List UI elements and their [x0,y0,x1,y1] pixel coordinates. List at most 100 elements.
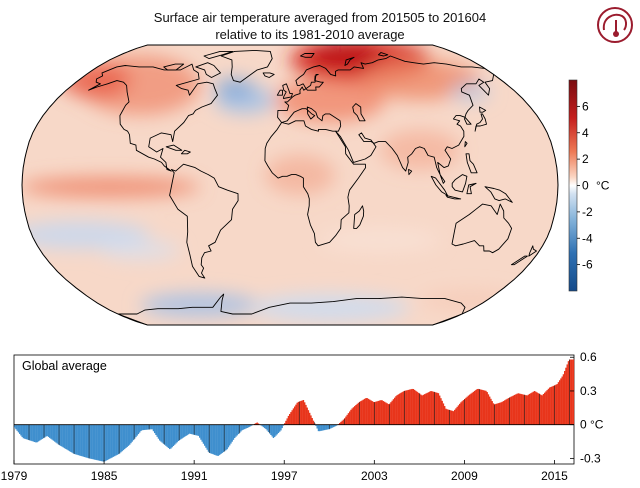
monthly-bar [101,424,103,462]
monthly-bar [82,424,85,457]
monthly-bar [256,422,258,425]
monthly-bar [360,401,362,425]
monthly-bar [129,424,131,445]
monthly-bar [239,424,241,433]
monthly-bar [327,424,330,430]
monthly-bar [419,393,421,425]
monthly-bar [262,424,265,428]
monthly-bar [176,424,178,443]
monthly-bar [227,424,230,448]
monthly-bar [211,424,213,454]
monthly-bar [17,424,20,433]
monthly-bar [387,404,390,425]
monthly-bar [412,388,415,425]
monthly-bar [185,424,187,436]
monthly-bar [397,394,400,425]
monthly-bar [250,424,252,427]
monthly-bar [442,403,445,425]
monthly-bar [417,392,420,425]
monthly-bar [196,424,198,436]
monthly-bar [552,385,555,425]
monthly-bar [299,401,301,425]
monthly-bar [67,424,70,451]
monthly-bar [230,424,232,444]
monthly-bar [77,424,80,456]
chart-title: Global average [22,359,107,373]
monthly-bar [170,424,172,449]
coastline-new-guinea [484,186,513,203]
monthly-bar [506,398,508,425]
monthly-bar [292,408,295,425]
monthly-bar [544,392,546,425]
monthly-bar [407,389,410,425]
monthly-bar [159,424,161,441]
monthly-bar [139,424,141,433]
monthly-bar [219,424,221,455]
coastlines [88,49,537,325]
x-tick-label: 2003 [361,469,388,483]
monthly-bar [96,424,98,461]
coastline-north-america [88,63,218,172]
monthly-bar [172,424,175,447]
monthly-bar [450,410,452,425]
colorbar-tick-label: -4 [582,231,593,245]
monthly-bar [192,424,195,435]
monthly-bar [264,424,266,429]
monthly-bar [147,424,150,430]
monthly-bar [167,424,170,448]
monthly-bar [99,424,101,461]
monthly-bar [349,411,351,425]
monthly-bar [124,424,126,450]
monthly-bar [187,424,190,435]
monthly-bar [39,424,41,441]
monthly-bar [482,390,485,425]
monthly-bar [201,424,203,442]
monthly-bar [507,398,510,425]
monthly-bar [255,423,257,425]
monthly-bar [122,424,125,451]
monthly-bar [245,424,247,429]
coastline-borneo [451,174,468,193]
monthly-bar [456,406,458,425]
monthly-bar [22,424,25,439]
monthly-bar [325,424,327,430]
monthly-bar [47,424,50,437]
monthly-bar [332,424,335,428]
monthly-bar [411,388,413,425]
colorbar-tick-label: 4 [582,126,589,140]
coastline-sri-lanka [408,168,413,176]
monthly-bar [24,424,26,439]
monthly-bar [92,424,95,460]
monthly-bar [107,424,110,460]
monthly-bar [527,394,530,425]
monthly-bar [246,424,248,428]
monthly-bar [161,424,163,443]
monthly-bar [409,389,411,425]
monthly-bar [31,424,33,442]
monthly-bar [424,394,426,425]
monthly-bar [500,402,502,425]
monthly-bar [305,404,307,425]
monthly-bar [346,414,348,425]
monthly-bar [410,389,412,425]
monthly-bar [34,424,36,443]
monthly-bar [515,394,517,425]
monthly-bar [57,424,60,445]
monthly-bar [266,424,268,431]
monthly-bar [475,389,477,425]
monthly-bar [437,393,440,425]
monthly-bar [142,424,145,431]
monthly-bar [41,424,43,440]
monthly-bar [547,388,550,425]
monthly-bar [322,424,325,431]
monthly-bar [402,391,405,425]
monthly-bar [280,424,282,431]
monthly-bar [130,424,132,444]
monthly-bar [144,424,146,430]
monthly-bar [457,405,460,425]
monthly-bar [545,391,547,425]
monthly-bar [171,424,173,448]
monthly-bar [415,390,417,425]
monthly-bar [466,396,468,425]
monthly-bar [416,391,418,425]
